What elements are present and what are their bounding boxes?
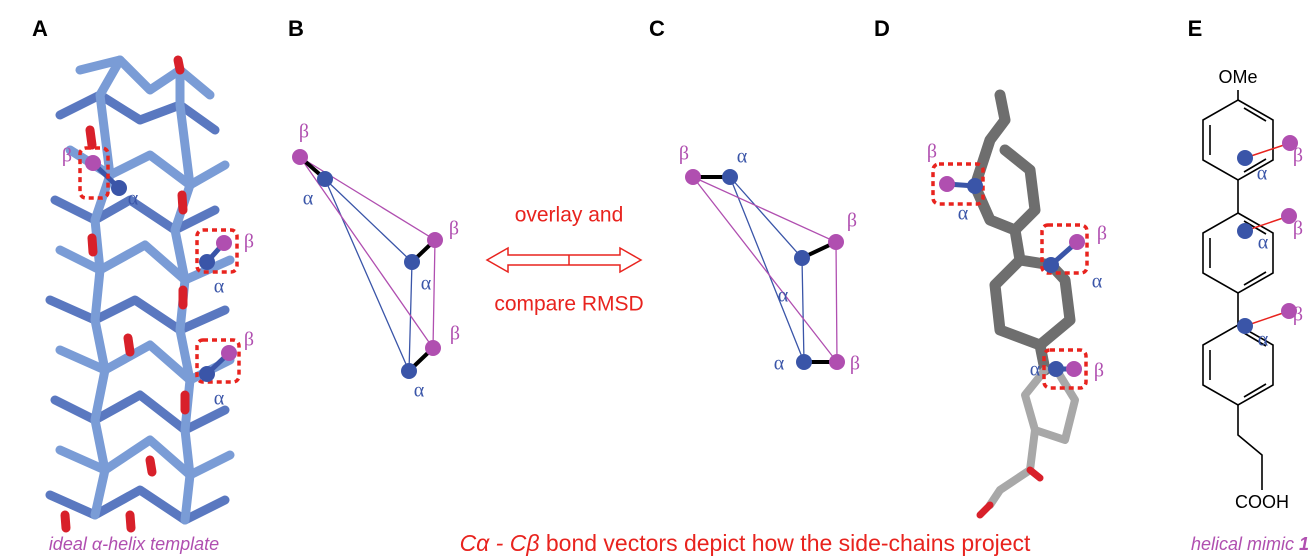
atom-label: β: [449, 218, 459, 240]
atom-label: α: [214, 388, 225, 410]
atom-label: β: [244, 329, 254, 351]
atom-label: α: [958, 203, 969, 225]
panel-letter: D: [874, 16, 890, 41]
atom-label: α: [1258, 329, 1269, 351]
atom-label: α: [421, 273, 432, 295]
atom-label: α: [737, 146, 748, 168]
double-arrow: [487, 248, 641, 272]
atom-label: α: [1030, 359, 1041, 381]
arrow-label: compare RMSD: [494, 293, 643, 316]
caption-text: bond vectors depict how the side-chains …: [546, 530, 1031, 556]
atom-label: α: [774, 353, 785, 375]
group-label: OMe: [1218, 67, 1257, 87]
atom-label: β: [1293, 304, 1303, 326]
atom-label: α: [128, 188, 139, 210]
mimic-model: [933, 95, 1087, 515]
caption: helical mimic 1: [1191, 534, 1309, 554]
triangle-b: [292, 149, 443, 379]
atom-label: α: [414, 380, 425, 402]
triangle-c: [685, 169, 845, 370]
group-label: COOH: [1235, 492, 1289, 512]
atom-label: α: [1258, 232, 1269, 254]
arrow-label: overlay and: [515, 204, 624, 227]
panel-letter: A: [32, 16, 48, 41]
helix-model: [50, 60, 239, 528]
atom-label: β: [1097, 223, 1107, 245]
atom-label: α: [1092, 271, 1103, 293]
atom-label: β: [1293, 145, 1303, 167]
caption-symbol: Cα - Cβ: [460, 530, 540, 556]
atom-label: β: [244, 231, 254, 253]
atom-label: β: [1094, 360, 1104, 382]
figure: OMe COOH overlay and compare RMSD ideal …: [0, 0, 1316, 556]
panel-letter: E: [1188, 16, 1203, 41]
caption: ideal α-helix template: [49, 534, 219, 554]
atom-label: β: [299, 121, 309, 143]
panel-letter: C: [649, 16, 665, 41]
atom-label: β: [450, 323, 460, 345]
atom-label: β: [1293, 218, 1303, 240]
caption-text: helical mimic: [1191, 534, 1294, 554]
structure-formula: OMe COOH: [1203, 67, 1298, 512]
atom-label: β: [927, 141, 937, 163]
atom-label: β: [62, 145, 72, 167]
atom-label: β: [679, 143, 689, 165]
panel-letter: B: [288, 16, 304, 41]
atom-label: β: [847, 210, 857, 232]
atom-label: α: [778, 285, 789, 307]
atom-label: α: [214, 276, 225, 298]
caption-number: 1: [1299, 534, 1309, 554]
atom-label: α: [1257, 163, 1268, 185]
atom-label: α: [303, 188, 314, 210]
caption: Cα - Cβ bond vectors depict how the side…: [460, 530, 1031, 556]
atom-label: β: [850, 353, 860, 375]
